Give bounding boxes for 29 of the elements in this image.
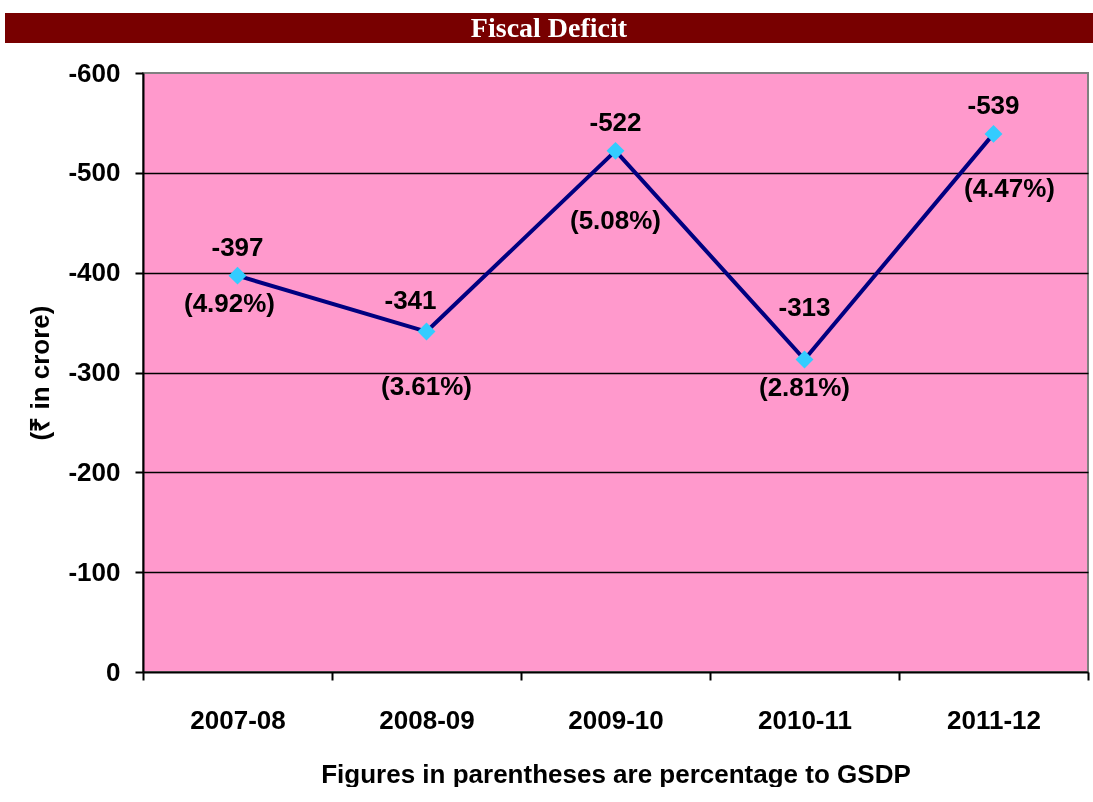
data-label: -522 (589, 106, 642, 137)
x-tick-label: 2008-09 (379, 704, 475, 735)
x-tick-label: 2009-10 (568, 704, 664, 735)
annotation: (2.81%) (758, 371, 851, 402)
x-tick-label: 2010-11 (758, 704, 852, 735)
point (984, 124, 1003, 143)
y-tick-label: -500 (68, 157, 121, 188)
y-tick-label: -400 (68, 257, 121, 288)
data-label: -397 (211, 231, 264, 262)
annotation: (4.47%) (963, 172, 1056, 203)
annotation: (4.92%) (183, 287, 276, 318)
y-tick-label: 0 (106, 656, 121, 687)
y-tick-label: -200 (68, 456, 121, 487)
data-label: -313 (778, 291, 831, 322)
chart-title: Fiscal Deficit (470, 12, 628, 43)
y-axis-title: (₹ in crore) (25, 305, 56, 441)
point (417, 322, 436, 341)
annotation: (5.08%) (569, 204, 662, 235)
annotation: (3.61%) (380, 370, 473, 401)
data-label: -341 (384, 284, 437, 315)
y-tick-label: -100 (68, 556, 121, 587)
point (228, 266, 247, 285)
y-tick-label: -600 (68, 57, 121, 88)
x-tick-label: 2007-08 (190, 704, 286, 735)
x-tick-label: 2011-12 (947, 704, 1041, 735)
y-tick-label: -300 (68, 357, 121, 387)
data-label: -539 (967, 89, 1020, 120)
point (795, 350, 814, 369)
point (606, 141, 625, 160)
